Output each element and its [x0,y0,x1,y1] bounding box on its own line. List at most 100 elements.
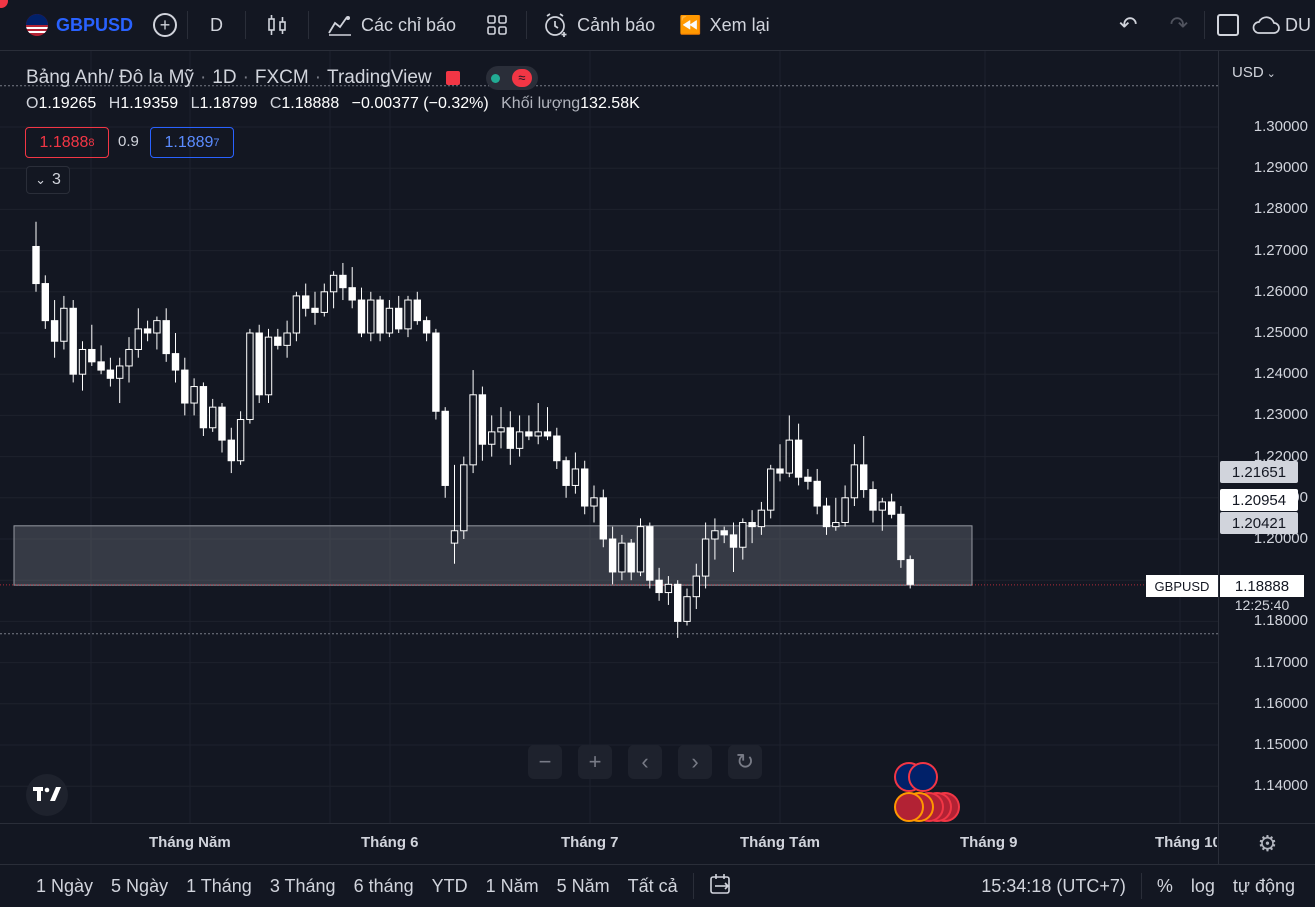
candle-body [264,336,273,396]
rewind-icon: ⏪ [679,15,702,35]
compare-button[interactable]: + [143,0,187,50]
candle-body [478,394,487,445]
candle-body [832,522,840,528]
interval-button[interactable]: D [188,0,245,50]
price-chart[interactable] [0,51,1218,823]
scroll-right-button[interactable]: › [678,745,712,779]
range-6m[interactable]: 6 tháng [353,875,414,896]
timezone-clock[interactable]: 15:34:18 (UTC+7) [981,875,1126,896]
price-axis-label: 1.23000 [1253,406,1308,424]
sell-button[interactable]: 1.1888 8 [25,127,109,158]
save-cloud-button[interactable]: DU [1247,0,1315,50]
cloud-icon [1252,16,1280,34]
candle-body [348,287,356,301]
pill-symbol: ≈ [511,69,532,87]
change-value: −0.00377 (−0.32%) [351,95,489,112]
tradingview-logo[interactable] [26,774,68,816]
redo-button[interactable]: ↷ [1154,0,1204,50]
scroll-left-button[interactable]: ‹ [628,745,662,779]
indicators-collapse-button[interactable]: ⌄ 3 [26,166,70,194]
candle-body [88,348,96,363]
date-range-button[interactable] [700,873,742,900]
candle-body [441,410,449,486]
candle-body [209,406,217,429]
candle-body [599,497,607,540]
candle-body [543,431,552,437]
plus-circle-icon: + [153,13,178,37]
ohlc-values: O1.19265 H1.19359 L1.18799 C1.18888 −0.0… [26,95,640,112]
candle-body [878,501,886,511]
price-axis-label: 1.20000 [1253,530,1308,547]
range-ytd[interactable]: YTD [431,875,468,896]
candle-body [199,386,208,429]
candle-body [897,513,905,561]
layouts-button[interactable] [468,0,526,50]
chart-settings-button[interactable]: ⚙ [1218,823,1315,864]
price-axis-label: 1.17000 [1253,653,1308,671]
candle-body [581,468,589,507]
reset-chart-button[interactable]: ↻ [728,745,762,779]
candle-body [329,274,338,293]
range-all[interactable]: Tất cả [627,875,678,896]
range-1m[interactable]: 1 Tháng [186,875,252,896]
replay-button[interactable]: ⏪ Xem lại [667,0,781,50]
log-scale-button[interactable]: log [1190,875,1215,896]
us-event-icon[interactable] [894,792,924,822]
market-status-pill[interactable]: ≈ [485,66,538,90]
price-axis-label: 1.14000 [1253,777,1308,795]
candle-body [255,332,263,396]
chart-pane[interactable] [0,51,1218,823]
candle-body [869,489,877,511]
fullscreen-button[interactable] [1205,0,1247,50]
range-5y[interactable]: 5 Năm [556,875,610,896]
undo-button[interactable]: ↶ [1103,0,1153,50]
price-axis-label: 1.15000 [1253,736,1308,753]
interval-label: D [210,14,224,35]
price-axis-label: 1.24000 [1253,365,1308,383]
auto-scale-button[interactable]: tự động [1232,875,1295,896]
candle-body [134,328,143,350]
zoom-out-button[interactable]: − [528,745,562,779]
uk-event-icon[interactable] [908,762,938,792]
price-axis-label: 1.27000 [1253,241,1308,259]
time-axis[interactable]: Tháng Năm Tháng 6 Tháng 7 Tháng Tám Thán… [0,823,1218,864]
market-open-dot-icon [491,73,501,83]
symbol-search[interactable]: GBPUSD [0,0,143,50]
candle-body [683,596,691,622]
time-label: Tháng 9 [960,834,1018,851]
candle-body [218,406,226,441]
candle-body [488,431,496,445]
range-3m[interactable]: 3 Tháng [269,875,336,896]
chevron-right-icon: › [691,749,699,774]
price-axis[interactable]: 1.30000 1.29000 1.28000 1.27000 1.26000 1.250… [1218,51,1315,823]
chart-type-button[interactable] [246,0,308,50]
zoom-in-button[interactable]: + [578,745,612,779]
candle-body [116,365,124,379]
range-5d[interactable]: 5 Ngày [111,875,169,896]
plus-icon: + [588,749,602,774]
candle-body [246,332,254,421]
square-icon [1217,14,1239,36]
percent-scale-button[interactable]: % [1156,875,1173,896]
time-label: Tháng Năm [149,834,231,851]
buy-button[interactable]: 1.1889 7 [150,127,234,158]
flag-marker-icon[interactable] [445,71,460,85]
candle-body [608,538,617,573]
candle-body [413,299,422,322]
series-legend[interactable]: Bảng Anh/ Đô la Mỹ · 1D · FXCM · Trading… [26,66,538,90]
band-middle-tag: 1.20954 [1220,489,1298,511]
candle-body [636,526,645,573]
candle-body [50,320,59,342]
indicators-button[interactable]: Các chỉ báo [309,0,468,50]
current-price-tag: 1.18888 [1220,575,1304,597]
chevron-left-icon: ‹ [641,749,649,774]
candle-body [841,497,849,524]
range-1y[interactable]: 1 Năm [485,875,539,896]
range-1d[interactable]: 1 Ngày [36,875,94,896]
candle-body [860,464,868,491]
candle-body [720,530,728,536]
price-axis-label: 1.25000 [1253,324,1308,341]
currency-selector[interactable]: USD ⌄ [1232,64,1276,81]
alerts-button[interactable]: Cảnh báo [527,0,667,50]
candle-body [887,501,896,515]
